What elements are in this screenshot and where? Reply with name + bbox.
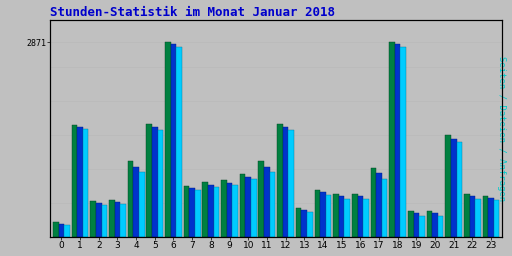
Bar	[96, 202, 101, 237]
Bar	[320, 192, 326, 237]
Bar	[488, 198, 494, 237]
Bar	[475, 199, 481, 237]
Bar	[395, 44, 400, 237]
Bar	[83, 129, 89, 237]
Bar	[115, 202, 120, 237]
Bar	[451, 139, 457, 237]
Bar	[389, 42, 395, 237]
Bar	[176, 47, 182, 237]
Bar	[170, 44, 176, 237]
Bar	[408, 211, 414, 237]
Bar	[494, 200, 500, 237]
Bar	[208, 185, 214, 237]
Bar	[72, 125, 77, 237]
Bar	[202, 182, 208, 237]
Bar	[352, 194, 357, 237]
Bar	[382, 179, 388, 237]
Bar	[414, 213, 419, 237]
Bar	[184, 186, 189, 237]
Bar	[133, 167, 139, 237]
Bar	[232, 185, 238, 237]
Text: Stunden-Statistik im Monat Januar 2018: Stunden-Statistik im Monat Januar 2018	[50, 6, 335, 18]
Bar	[470, 197, 475, 237]
Bar	[307, 212, 313, 237]
Bar	[146, 124, 152, 237]
Bar	[152, 127, 158, 237]
Bar	[363, 199, 369, 237]
Bar	[139, 172, 144, 237]
Bar	[195, 190, 201, 237]
Bar	[302, 210, 307, 237]
Bar	[270, 172, 275, 237]
Bar	[432, 213, 438, 237]
Bar	[127, 161, 133, 237]
Bar	[158, 130, 163, 237]
Bar	[376, 173, 382, 237]
Bar	[371, 168, 376, 237]
Bar	[445, 135, 451, 237]
Bar	[259, 161, 264, 237]
Bar	[221, 180, 227, 237]
Bar	[357, 197, 363, 237]
Bar	[283, 127, 288, 237]
Bar	[251, 179, 257, 237]
Bar	[227, 183, 232, 237]
Bar	[438, 216, 443, 237]
Bar	[296, 208, 302, 237]
Bar	[277, 124, 283, 237]
Bar	[64, 225, 70, 237]
Bar	[58, 224, 64, 237]
Bar	[288, 130, 294, 237]
Bar	[109, 200, 115, 237]
Bar	[165, 42, 170, 237]
Bar	[326, 195, 331, 237]
Bar	[77, 127, 83, 237]
Bar	[339, 196, 345, 237]
Y-axis label: Seiten / Dateien / Anfragen: Seiten / Dateien / Anfragen	[498, 56, 506, 201]
Bar	[314, 190, 320, 237]
Bar	[90, 201, 96, 237]
Bar	[53, 222, 58, 237]
Bar	[457, 142, 462, 237]
Bar	[101, 205, 107, 237]
Bar	[240, 174, 245, 237]
Bar	[426, 211, 432, 237]
Bar	[189, 188, 195, 237]
Bar	[264, 167, 270, 237]
Bar	[214, 187, 219, 237]
Bar	[120, 204, 126, 237]
Bar	[400, 47, 406, 237]
Bar	[419, 216, 425, 237]
Bar	[483, 196, 488, 237]
Bar	[464, 194, 470, 237]
Bar	[245, 177, 251, 237]
Bar	[345, 199, 350, 237]
Bar	[333, 194, 339, 237]
